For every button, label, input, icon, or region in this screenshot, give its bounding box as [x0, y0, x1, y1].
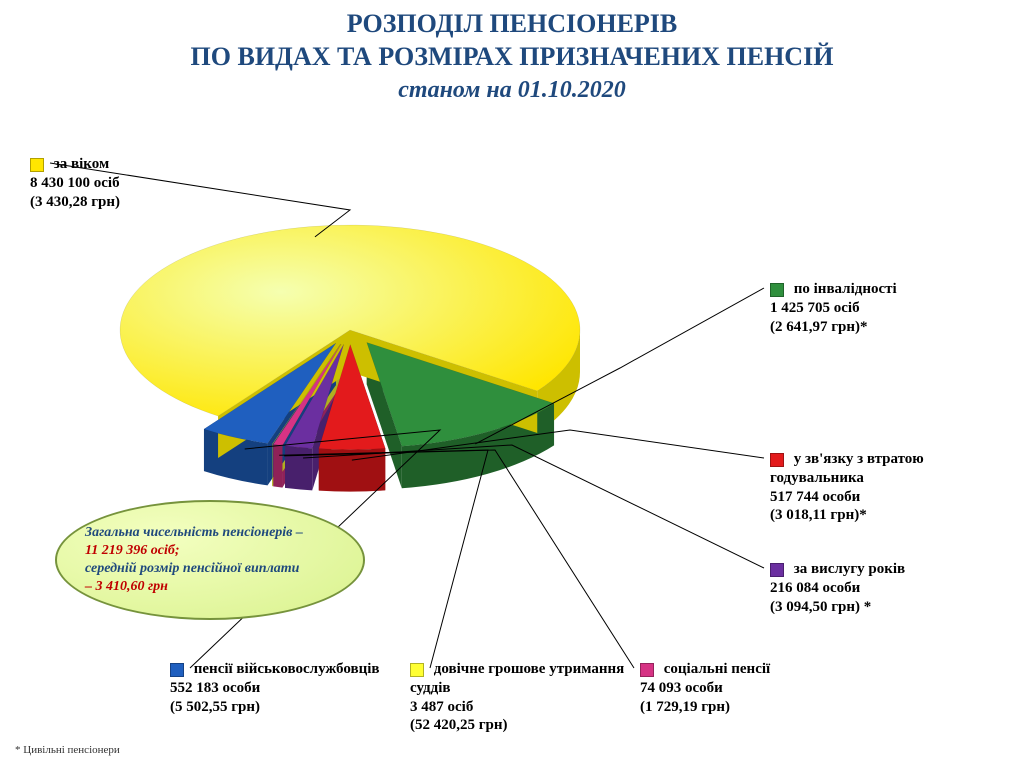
legend-amount-judges: (52 420,25 грн) [410, 717, 508, 733]
summary-text-2b: – 3 410,60 грн [85, 579, 168, 594]
legend-marker-disability [770, 283, 784, 297]
summary-text-1a: Загальна чисельність пенсіонерів – [85, 525, 303, 540]
title-subtitle: станом на 01.10.2020 [0, 77, 1024, 104]
legend-name-social: соціальні пенсії [664, 661, 770, 677]
legend-count-disability: 1 425 705 осіб [770, 300, 860, 316]
slice-rim-social [273, 444, 282, 487]
summary-text-1b: 11 219 396 осіб; [85, 543, 179, 558]
legend-disability: по інвалідності 1 425 705 осіб (2 641,97 г… [770, 280, 1000, 336]
legend-name-age: за віком [54, 156, 109, 172]
legend-amount-disability: (2 641,97 грн)* [770, 319, 868, 335]
legend-count-military: 552 183 особи [170, 680, 260, 696]
summary-line-1: Загальна чисельність пенсіонерів – [85, 524, 335, 542]
legend-count-service: 216 084 особи [770, 580, 860, 596]
summary-line-2b: – 3 410,60 грн [85, 578, 335, 596]
title-line-1: РОЗПОДІЛ ПЕНСІОНЕРІВ [0, 8, 1024, 41]
legend-marker-breadwinner [770, 453, 784, 467]
legend-amount-social: (1 729,19 грн) [640, 699, 730, 715]
legend-amount-age: (3 430,28 грн) [30, 194, 120, 210]
legend-amount-military: (5 502,55 грн) [170, 699, 260, 715]
legend-marker-military [170, 663, 184, 677]
chart-title: РОЗПОДІЛ ПЕНСІОНЕРІВ ПО ВИДАХ ТА РОЗМІРА… [0, 0, 1024, 104]
legend-count-judges: 3 487 осіб [410, 699, 473, 715]
legend-amount-breadwinner: (3 018,11 грн)* [770, 507, 867, 523]
legend-social: соціальні пенсії 74 093 особи (1 729,19 гр… [640, 660, 870, 716]
summary-line-2: середній розмір пенсійної виплати [85, 560, 335, 578]
legend-name-service: за вислугу років [794, 561, 905, 577]
legend-name-breadwinner: у зв'язку з втратою годувальника [770, 451, 924, 486]
legend-judges: довічне грошове утримання суддів 3 487 ос… [410, 660, 640, 735]
slice-rim-service [285, 446, 312, 490]
legend-count-age: 8 430 100 осіб [30, 175, 120, 191]
legend-age: за віком 8 430 100 осіб (3 430,28 грн) [30, 155, 260, 211]
legend-breadwinner: у зв'язку з втратою годувальника 517 744 … [770, 450, 1000, 525]
legend-name-disability: по інвалідності [794, 281, 897, 297]
legend-marker-social [640, 663, 654, 677]
title-line-2: ПО ВИДАХ ТА РОЗМІРАХ ПРИЗНАЧЕНИХ ПЕНСІЙ [0, 41, 1024, 74]
summary-text-2a: середній розмір пенсійної виплати [85, 561, 299, 576]
legend-military: пенсії військовослужбовців 552 183 особи (… [170, 660, 400, 716]
legend-marker-age [30, 158, 44, 172]
summary-line-1b: 11 219 396 осіб; [85, 542, 335, 560]
legend-count-social: 74 093 особи [640, 680, 723, 696]
footnote: * Цивільні пенсіонери [15, 744, 120, 756]
legend-service: за вислугу років 216 084 особи (3 094,50 г… [770, 560, 1000, 616]
legend-marker-judges [410, 663, 424, 677]
pie-chart-3d: за віком 8 430 100 осіб (3 430,28 грн) по … [0, 130, 1024, 770]
legend-count-breadwinner: 517 744 особи [770, 489, 860, 505]
legend-name-judges: довічне грошове утримання суддів [410, 661, 624, 696]
legend-amount-service: (3 094,50 грн) * [770, 599, 871, 615]
legend-marker-service [770, 563, 784, 577]
summary-oval: Загальна чисельність пенсіонерів – 11 21… [55, 500, 365, 620]
legend-name-military: пенсії військовослужбовців [194, 661, 380, 677]
